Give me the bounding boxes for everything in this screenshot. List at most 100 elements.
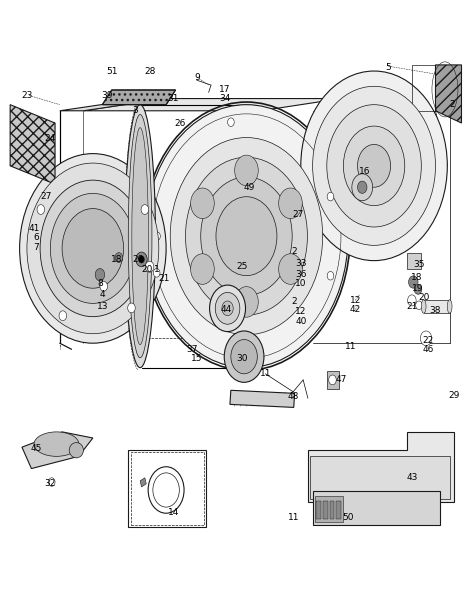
Text: 45: 45 <box>30 444 42 453</box>
Text: 22: 22 <box>423 336 434 345</box>
Text: 48: 48 <box>287 392 299 401</box>
Bar <box>407 253 421 268</box>
Circle shape <box>136 252 147 267</box>
Polygon shape <box>102 90 175 105</box>
Circle shape <box>222 301 233 316</box>
Circle shape <box>327 192 334 201</box>
Circle shape <box>235 155 258 186</box>
Polygon shape <box>140 478 146 487</box>
Text: 32: 32 <box>45 479 56 489</box>
Text: 20: 20 <box>418 293 429 302</box>
Polygon shape <box>436 65 462 123</box>
Text: 23: 23 <box>21 91 32 100</box>
Circle shape <box>416 301 422 310</box>
Circle shape <box>231 340 257 374</box>
Circle shape <box>409 276 418 288</box>
Bar <box>317 501 321 519</box>
Circle shape <box>154 232 160 240</box>
Polygon shape <box>22 432 93 468</box>
Bar <box>131 452 204 525</box>
Polygon shape <box>83 99 341 111</box>
Circle shape <box>37 205 45 215</box>
Text: 6: 6 <box>33 234 39 243</box>
Circle shape <box>357 145 391 187</box>
Circle shape <box>154 268 160 277</box>
Text: 39: 39 <box>101 91 113 100</box>
Text: 38: 38 <box>430 306 441 315</box>
Ellipse shape <box>69 443 83 458</box>
Circle shape <box>146 261 154 272</box>
Circle shape <box>228 118 234 126</box>
Text: 34: 34 <box>219 94 231 103</box>
Circle shape <box>408 295 416 306</box>
Text: 5: 5 <box>385 64 391 72</box>
Circle shape <box>279 254 302 284</box>
Ellipse shape <box>125 105 155 368</box>
Circle shape <box>141 205 149 215</box>
Bar <box>412 65 438 111</box>
Bar <box>313 491 440 525</box>
Circle shape <box>185 158 308 315</box>
Text: 28: 28 <box>144 67 155 75</box>
Text: 7: 7 <box>33 243 39 252</box>
Text: 11: 11 <box>260 369 271 378</box>
Text: 21: 21 <box>406 302 418 311</box>
Text: 42: 42 <box>349 305 361 314</box>
Text: 2: 2 <box>291 297 297 306</box>
Polygon shape <box>60 99 166 111</box>
Circle shape <box>343 126 405 205</box>
Polygon shape <box>10 105 55 184</box>
Text: 51: 51 <box>106 67 118 75</box>
Bar <box>128 450 206 527</box>
Circle shape <box>145 105 348 368</box>
Ellipse shape <box>421 300 426 313</box>
Text: 12: 12 <box>349 296 361 305</box>
Text: 9: 9 <box>194 73 200 82</box>
Text: 27: 27 <box>40 192 51 201</box>
Text: 1: 1 <box>154 265 160 274</box>
Text: 31: 31 <box>167 94 179 103</box>
Ellipse shape <box>447 300 452 313</box>
Circle shape <box>210 285 246 332</box>
Text: 12: 12 <box>295 307 307 316</box>
Text: 24: 24 <box>45 134 56 143</box>
Text: 20: 20 <box>142 265 153 274</box>
Text: 14: 14 <box>167 508 179 517</box>
Text: 29: 29 <box>449 390 460 400</box>
Text: 36: 36 <box>295 270 307 278</box>
Circle shape <box>115 253 123 262</box>
Text: 2: 2 <box>449 100 455 109</box>
Text: 15: 15 <box>191 354 202 363</box>
Text: 21: 21 <box>158 275 169 283</box>
Text: 16: 16 <box>359 167 370 177</box>
Circle shape <box>228 346 234 354</box>
Circle shape <box>170 137 323 335</box>
Circle shape <box>352 173 373 200</box>
Text: 43: 43 <box>406 473 418 482</box>
Text: 25: 25 <box>236 262 247 271</box>
Text: 41: 41 <box>28 224 39 233</box>
Bar <box>315 496 343 522</box>
Circle shape <box>235 287 258 317</box>
Text: 10: 10 <box>295 280 307 288</box>
Circle shape <box>328 375 336 385</box>
Circle shape <box>327 105 421 227</box>
Text: 18: 18 <box>411 273 422 281</box>
Ellipse shape <box>128 115 152 358</box>
Circle shape <box>414 284 422 294</box>
Text: 50: 50 <box>342 513 354 522</box>
Text: 47: 47 <box>335 375 346 384</box>
Text: 11: 11 <box>288 513 300 522</box>
Text: 8: 8 <box>97 280 103 288</box>
Circle shape <box>201 177 292 295</box>
Text: 20: 20 <box>132 255 144 264</box>
Text: 4: 4 <box>100 290 105 299</box>
Text: 35: 35 <box>413 261 425 269</box>
Circle shape <box>27 163 159 333</box>
Ellipse shape <box>132 128 148 345</box>
Text: 17: 17 <box>219 85 231 94</box>
Polygon shape <box>230 390 295 408</box>
Circle shape <box>357 181 367 193</box>
Circle shape <box>48 478 55 486</box>
Text: 3: 3 <box>133 106 138 115</box>
